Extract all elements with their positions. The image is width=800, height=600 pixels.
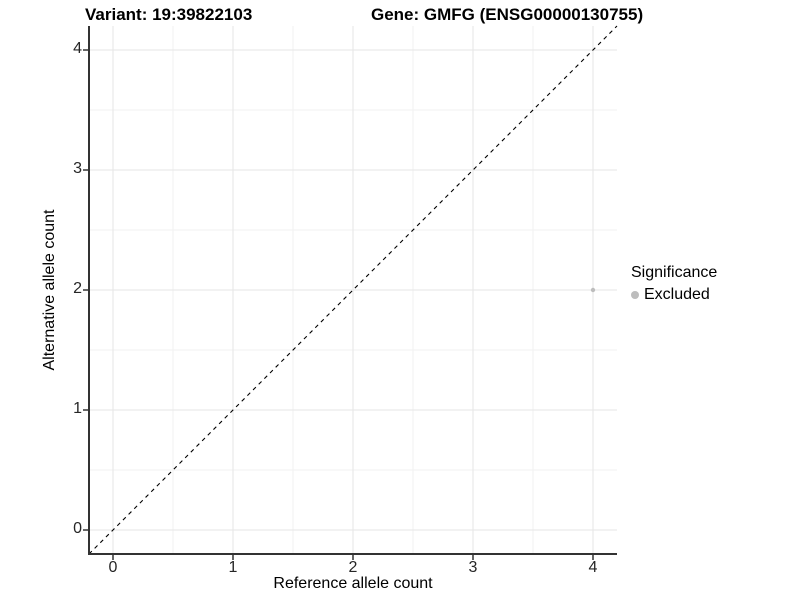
legend-title: Significance [631, 264, 718, 281]
legend-item-excluded: Excluded [631, 285, 717, 305]
plot-title-variant: Variant: 19:39822103 [85, 5, 253, 24]
x-tick-label: 1 [228, 559, 238, 576]
x-tick-label: 4 [588, 559, 598, 576]
x-tick-label: 3 [468, 559, 478, 576]
data-point-excluded [590, 287, 596, 293]
y-tick-label: 4 [73, 40, 82, 57]
y-tick-label: 2 [73, 280, 82, 297]
y-tick-label: 3 [73, 160, 82, 177]
y-tick-label: 1 [73, 400, 82, 417]
legend: Significance Excluded [631, 263, 717, 305]
x-tick-label: 0 [108, 559, 118, 576]
plot-title-gene: Gene: GMFG (ENSG00000130755) [371, 5, 644, 24]
x-axis-title: Reference allele count [273, 575, 433, 592]
legend-key-dot-icon [631, 291, 639, 299]
x-tick-label: 2 [348, 559, 358, 576]
legend-item-label: Excluded [644, 286, 710, 303]
y-tick-label: 0 [73, 520, 82, 537]
